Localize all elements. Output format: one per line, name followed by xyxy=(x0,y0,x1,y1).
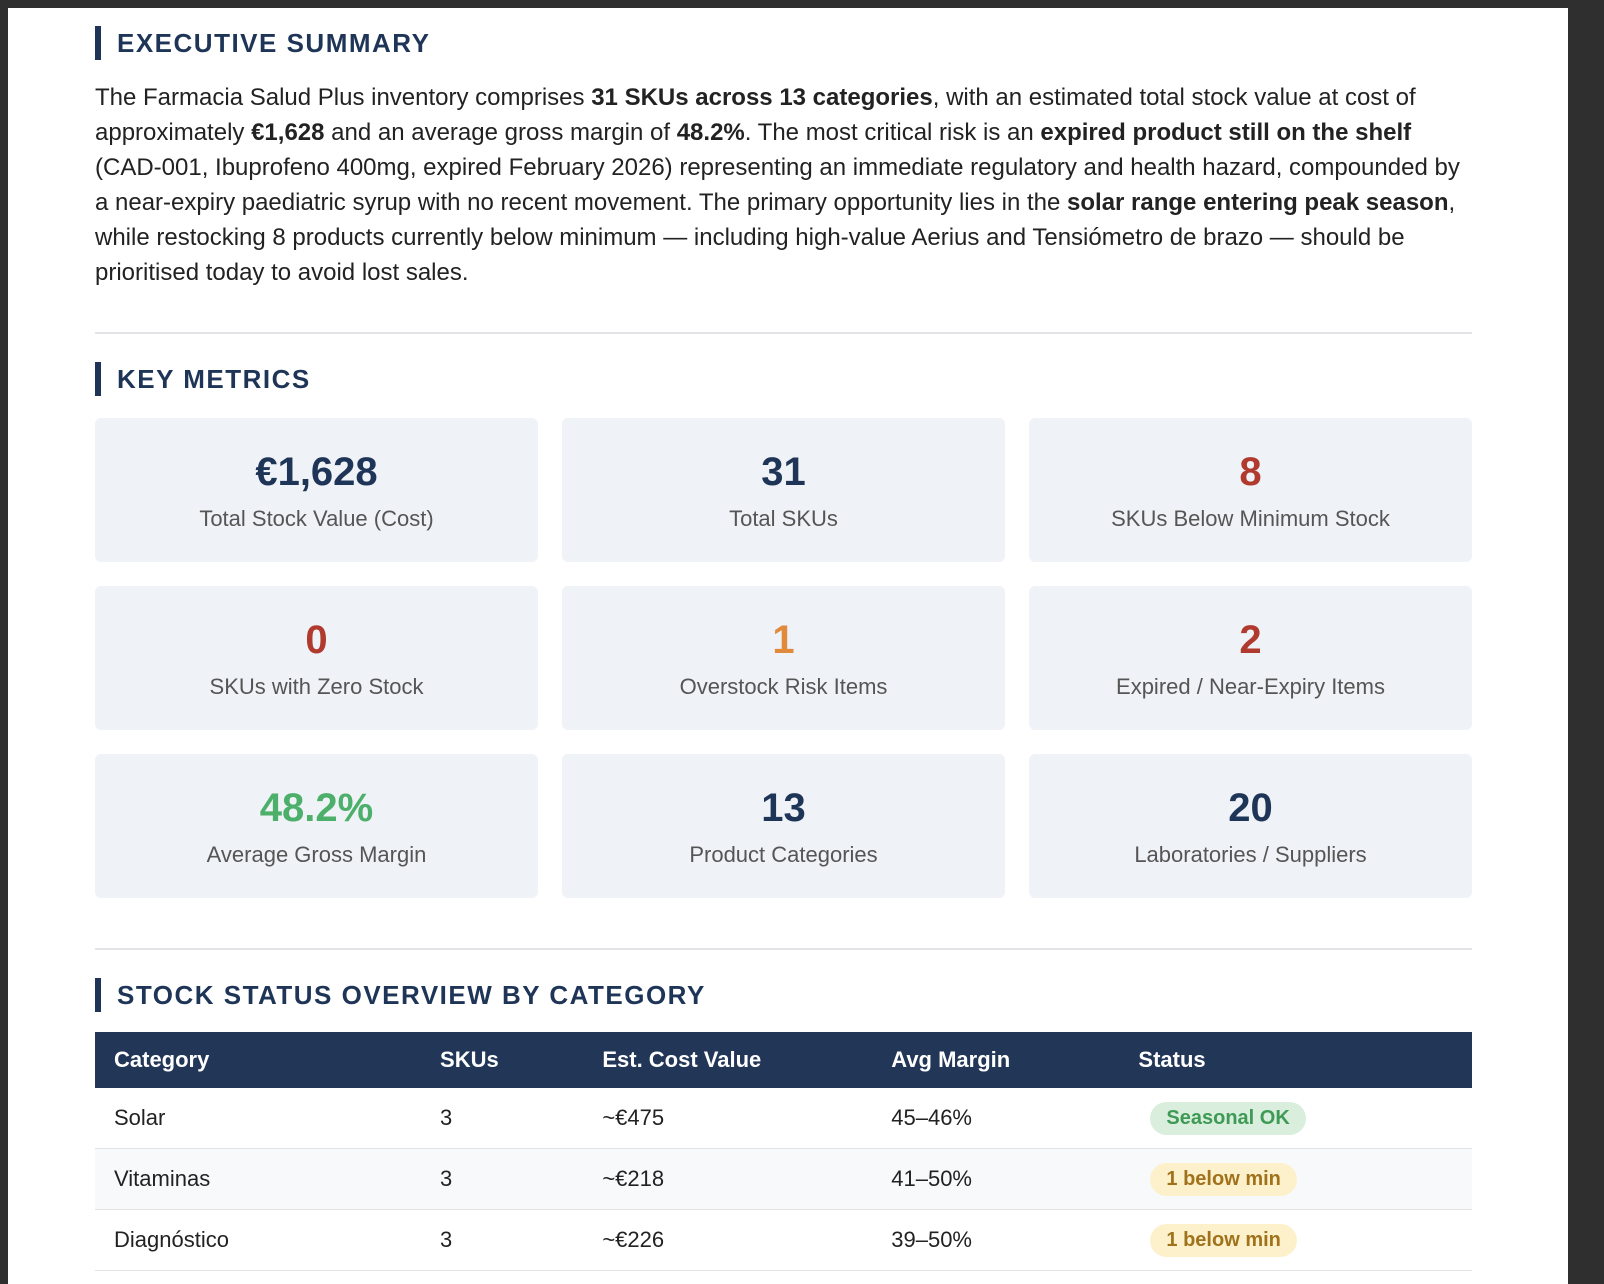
metric-label: Laboratories / Suppliers xyxy=(1134,842,1367,867)
table-row: Solar 3 ~€475 45–46% Seasonal OK xyxy=(95,1088,1472,1149)
column-header: Category xyxy=(95,1032,422,1088)
table-cell: ~€226 xyxy=(583,1209,873,1271)
table-cell: ~€475 xyxy=(583,1088,873,1149)
metric-card: 1 Overstock Risk Items xyxy=(562,586,1005,730)
metric-value: 48.2% xyxy=(259,786,374,830)
table-row: Vitaminas 3 ~€218 41–50% 1 below min xyxy=(95,1148,1472,1210)
text: (CAD-001, Ibuprofeno 400mg, expired Febr… xyxy=(95,154,1460,216)
metric-card: 48.2% Average Gross Margin xyxy=(95,754,538,898)
header-row: Category SKUs Est. Cost Value Avg Margin Sta… xyxy=(95,1032,1472,1088)
content: EXECUTIVE SUMMARY The Farmacia Salud Plu… xyxy=(95,8,1472,1271)
metric-card: 0 SKUs with Zero Stock xyxy=(95,586,538,730)
section-title: KEY METRICS xyxy=(95,362,1472,396)
metric-value: 13 xyxy=(761,786,806,830)
table-cell: 1 below min xyxy=(1119,1148,1472,1210)
section-title: EXECUTIVE SUMMARY xyxy=(95,26,1472,60)
bold-text: solar range entering peak season xyxy=(1067,189,1449,216)
metric-value: 31 xyxy=(761,450,806,494)
metric-card: €1,628 Total Stock Value (Cost) xyxy=(95,418,538,562)
metric-value: 20 xyxy=(1228,786,1273,830)
column-header: SKUs xyxy=(421,1032,584,1088)
divider xyxy=(95,332,1472,334)
table-row: Diagnóstico 3 ~€226 39–50% 1 below min xyxy=(95,1209,1472,1271)
text: . The most critical risk is an xyxy=(744,119,1041,146)
metric-card: 8 SKUs Below Minimum Stock xyxy=(1029,418,1472,562)
table-cell: 3 xyxy=(421,1088,584,1149)
metric-label: Expired / Near-Expiry Items xyxy=(1116,674,1385,699)
text: and an average gross margin of xyxy=(324,119,677,146)
metric-value: 1 xyxy=(772,618,795,662)
metric-label: Overstock Risk Items xyxy=(679,674,888,699)
table-cell: 41–50% xyxy=(872,1148,1120,1210)
metric-label: Total Stock Value (Cost) xyxy=(199,506,434,531)
metric-card: 20 Laboratories / Suppliers xyxy=(1029,754,1472,898)
text: The Farmacia Salud Plus inventory compri… xyxy=(95,84,592,111)
metric-label: Product Categories xyxy=(689,842,878,867)
sheet: EXECUTIVE SUMMARY The Farmacia Salud Plu… xyxy=(8,8,1568,1284)
bold-text: expired product still on the shelf xyxy=(1040,119,1412,146)
metric-value: 8 xyxy=(1239,450,1262,494)
status-badge: 1 below min xyxy=(1150,1223,1297,1257)
bold-text: 31 SKUs across 13 categories xyxy=(591,84,933,111)
metric-cards: €1,628 Total Stock Value (Cost) 31 Total SK… xyxy=(95,418,1472,898)
metric-label: SKUs Below Minimum Stock xyxy=(1111,506,1390,531)
metric-card: 13 Product Categories xyxy=(562,754,1005,898)
column-header: Status xyxy=(1119,1032,1472,1088)
status-badge: 1 below min xyxy=(1150,1162,1297,1196)
table-cell: Solar xyxy=(95,1088,422,1149)
text: , with an estimated total stock value at… xyxy=(95,84,1416,146)
table-cell: Seasonal OK xyxy=(1119,1088,1472,1149)
table-cell: 39–50% xyxy=(872,1209,1120,1271)
status-table: Category SKUs Est. Cost Value Avg Margin Sta… xyxy=(95,1032,1472,1271)
metric-value: 2 xyxy=(1239,618,1262,662)
divider xyxy=(95,948,1472,950)
metric-card: 2 Expired / Near-Expiry Items xyxy=(1029,586,1472,730)
summary-paragraph: The Farmacia Salud Plus inventory compri… xyxy=(95,80,1472,290)
metric-value: €1,628 xyxy=(255,450,378,494)
status-badge: Seasonal OK xyxy=(1150,1101,1306,1135)
table-cell: 3 xyxy=(421,1209,584,1271)
table-cell: 3 xyxy=(421,1148,584,1210)
metric-label: Total SKUs xyxy=(729,506,838,531)
section-title: STOCK STATUS OVERVIEW BY CATEGORY xyxy=(95,978,1472,1012)
metric-label: SKUs with Zero Stock xyxy=(209,674,424,699)
table-cell: Diagnóstico xyxy=(95,1209,422,1271)
table-cell: 45–46% xyxy=(872,1088,1120,1149)
table-body: Solar 3 ~€475 45–46% Seasonal OK Vitaminas 3 ~€… xyxy=(95,1088,1472,1271)
column-header: Avg Margin xyxy=(872,1032,1120,1088)
metric-card: 31 Total SKUs xyxy=(562,418,1005,562)
table-cell: ~€218 xyxy=(583,1148,873,1210)
table-cell: Vitaminas xyxy=(95,1148,422,1210)
metric-value: 0 xyxy=(305,618,328,662)
table-cell: 1 below min xyxy=(1119,1209,1472,1271)
bold-text: €1,628 xyxy=(251,119,325,146)
bold-text: 48.2% xyxy=(676,119,745,146)
metric-label: Average Gross Margin xyxy=(206,842,427,867)
text: , while restocking 8 products currently … xyxy=(95,189,1456,286)
column-header: Est. Cost Value xyxy=(583,1032,873,1088)
